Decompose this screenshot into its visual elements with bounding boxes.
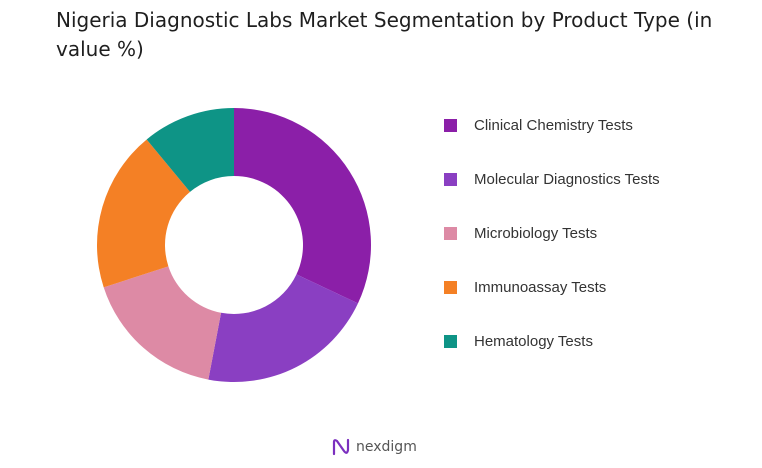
- chart-title: Nigeria Diagnostic Labs Market Segmentat…: [56, 8, 713, 61]
- brand-logo: nexdigm: [331, 437, 417, 457]
- legend-item[interactable]: Clinical Chemistry Tests: [444, 112, 660, 139]
- legend-item[interactable]: Hematology Tests: [444, 328, 660, 355]
- legend-label: Clinical Chemistry Tests: [474, 117, 633, 134]
- nexdigm-logo-icon: [332, 438, 350, 456]
- donut-slice-3[interactable]: [103, 266, 222, 380]
- legend-item[interactable]: Immunoassay Tests: [444, 274, 660, 301]
- legend-item[interactable]: Microbiology Tests: [444, 220, 660, 247]
- legend-swatch: [444, 227, 457, 240]
- legend-swatch: [444, 119, 457, 132]
- legend-swatch: [444, 335, 457, 348]
- legend-label: Hematology Tests: [474, 333, 593, 350]
- legend-label: Microbiology Tests: [474, 225, 598, 242]
- legend-swatch: [444, 173, 457, 186]
- legend-item[interactable]: Molecular Diagnostics Tests: [444, 166, 660, 193]
- brand-name: nexdigm: [356, 439, 417, 455]
- legend-label: Immunoassay Tests: [474, 279, 607, 296]
- donut-slice-1[interactable]: [234, 108, 371, 304]
- donut-slice-5[interactable]: [146, 108, 234, 192]
- donut-slice-2[interactable]: [208, 274, 358, 382]
- donut-slice-4[interactable]: [97, 139, 191, 288]
- legend-label: Molecular Diagnostics Tests: [474, 171, 660, 188]
- legend-swatch: [444, 281, 457, 294]
- chart-legend: Clinical Chemistry Tests Molecular Diagn…: [444, 112, 660, 382]
